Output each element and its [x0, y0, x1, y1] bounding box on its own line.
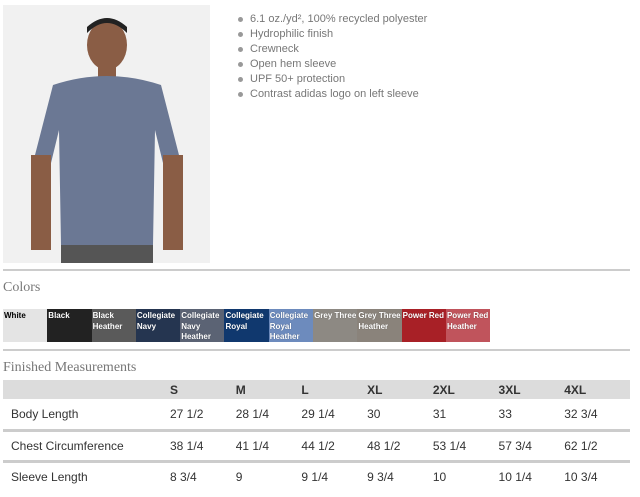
color-swatch[interactable]: Collegiate Navy — [135, 309, 181, 342]
color-swatch[interactable]: Grey Three — [313, 309, 358, 342]
size-header: 2XL — [432, 380, 499, 399]
measurement-cell: 30 — [367, 399, 433, 432]
measurement-cell: 28 1/4 — [235, 399, 302, 432]
divider — [3, 349, 630, 351]
feature-list: 6.1 oz./yd², 100% recycled polyester Hydr… — [237, 12, 427, 102]
color-swatch[interactable]: Power Red Heather — [445, 309, 491, 342]
feature-item: Hydrophilic finish — [237, 27, 427, 42]
color-swatch[interactable]: Collegiate Royal Heather — [268, 309, 314, 342]
measurement-cell: 9 3/4 — [367, 470, 394, 485]
measurement-cell: 9 1/4 — [301, 470, 329, 485]
size-header: XL — [367, 380, 433, 399]
measurement-cell: 10 1/4 — [498, 470, 532, 485]
color-swatch[interactable]: Collegiate Royal — [224, 309, 269, 342]
color-swatch[interactable]: Black Heather — [91, 309, 136, 342]
table-row: Body Length 27 1/2 28 1/4 29 1/4 30 31 33 32 3/… — [3, 399, 630, 432]
measurement-cell: 41 1/4 — [235, 430, 302, 463]
size-header: M — [235, 380, 302, 399]
size-header: 3XL — [498, 380, 565, 399]
size-header: 4XL — [564, 380, 630, 399]
measurement-cell: 32 3/4 — [564, 399, 630, 432]
table-row: Chest Circumference 38 1/4 41 1/4 44 1/2 48 … — [3, 430, 630, 463]
row-label: Body Length — [3, 399, 170, 432]
measurements-table: S M L XL 2XL 3XL 4XL Body Length 27 1/2 28 1/4 29 … — [3, 380, 630, 492]
divider — [3, 269, 630, 271]
measurement-cell: 33 — [498, 399, 565, 432]
feature-item: Open hem sleeve — [237, 57, 427, 72]
colors-heading: Colors — [3, 280, 41, 295]
color-swatch[interactable]: Power Red — [401, 309, 446, 342]
measurement-cell: 10 — [432, 470, 447, 485]
row-label: Chest Circumference — [3, 430, 170, 463]
measurement-cell: 8 3/4 — [170, 470, 197, 485]
measurement-cell: 62 1/2 — [564, 430, 630, 463]
feature-item: Contrast adidas logo on left sleeve — [237, 87, 427, 102]
measurement-cell: 48 1/2 — [367, 430, 433, 463]
row-label: Sleeve Length — [11, 470, 88, 485]
measurement-cell: 38 1/4 — [170, 430, 236, 463]
size-header: S — [170, 380, 236, 399]
color-swatch[interactable]: White — [3, 309, 48, 342]
color-swatch[interactable]: Grey Three Heather — [357, 309, 402, 342]
color-swatches: White Black Black Heather Collegiate Navy Co… — [3, 309, 491, 342]
feature-item: 6.1 oz./yd², 100% recycled polyester — [237, 12, 427, 27]
feature-item: Crewneck — [237, 42, 427, 57]
color-swatch[interactable]: Black — [47, 309, 92, 342]
measurement-cell: 27 1/2 — [170, 399, 236, 432]
measurement-cell: 57 3/4 — [498, 430, 565, 463]
measurement-cell: 29 1/4 — [301, 399, 368, 432]
color-swatch[interactable]: Collegiate Navy Heather — [180, 309, 225, 342]
measurement-cell: 53 1/4 — [432, 430, 499, 463]
feature-item: UPF 50+ protection — [237, 72, 427, 87]
measurements-heading: Finished Measurements — [3, 360, 137, 375]
measurement-cell: 31 — [432, 399, 499, 432]
size-header: L — [301, 380, 368, 399]
measurement-cell: 10 3/4 — [564, 470, 598, 485]
measurement-cell: 9 — [235, 470, 243, 485]
table-row: Sleeve Length 8 3/4 9 9 1/4 9 3/4 10 10 1/4 10 … — [3, 461, 630, 492]
header-blank — [3, 380, 170, 399]
measurement-cell: 44 1/2 — [301, 430, 368, 463]
product-photo — [3, 5, 210, 263]
